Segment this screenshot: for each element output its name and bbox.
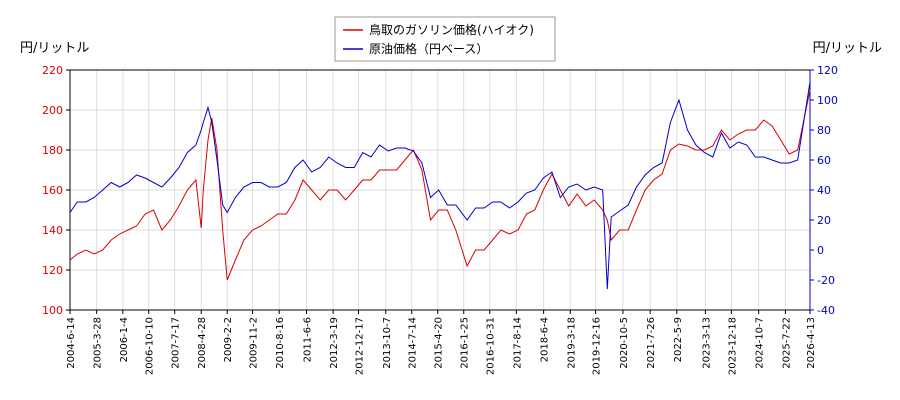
x-tick-label: 2006-10-10 bbox=[145, 317, 156, 375]
x-tick-label: 2012-12-17 bbox=[354, 317, 365, 375]
y2-tick-label: 100 bbox=[817, 94, 838, 107]
x-tick-label: 2023-12-18 bbox=[727, 317, 738, 375]
x-tick-label: 2018-6-4 bbox=[540, 317, 551, 362]
x-tick-label: 2010-8-16 bbox=[275, 317, 286, 369]
x-tick-label: 2022-5-9 bbox=[673, 317, 684, 362]
x-tick-label: 2012-3-19 bbox=[329, 317, 340, 369]
y-axis-label: 円/リットル bbox=[20, 41, 89, 56]
series-line bbox=[69, 89, 811, 281]
x-tick-label: 2004-6-14 bbox=[66, 317, 77, 369]
y2-tick-label: 40 bbox=[817, 184, 831, 197]
legend-box bbox=[334, 16, 556, 62]
y2-tick-label: 120 bbox=[817, 64, 838, 77]
y-tick-label: 100 bbox=[42, 304, 63, 317]
y-tick-label: 160 bbox=[42, 184, 63, 197]
x-tick-label: 2016-10-31 bbox=[486, 317, 497, 375]
series-line bbox=[69, 81, 811, 290]
x-tick-label: 2019-12-16 bbox=[592, 317, 603, 375]
legend-label: 原油価格（円ベース） bbox=[369, 41, 488, 56]
y2-tick-label: -40 bbox=[817, 304, 835, 317]
x-tick-label: 2006-1-4 bbox=[119, 317, 130, 362]
y2-tick-label: 20 bbox=[817, 214, 831, 227]
x-tick-label: 2021-7-26 bbox=[646, 317, 657, 369]
y2-tick-label: 60 bbox=[817, 154, 831, 167]
x-tick-label: 2005-3-28 bbox=[93, 317, 104, 369]
x-tick-label: 2009-2-2 bbox=[223, 317, 234, 362]
x-tick-label: 2016-1-25 bbox=[460, 317, 471, 369]
x-tick-label: 2017-8-14 bbox=[512, 317, 523, 369]
x-tick-label: 2014-7-14 bbox=[408, 317, 419, 369]
x-tick-label: 2025-7-22 bbox=[781, 317, 792, 369]
x-tick-label: 2007-7-17 bbox=[171, 317, 182, 369]
x-tick-label: 2023-3-13 bbox=[701, 317, 712, 369]
legend-label: 鳥取のガソリン価格(ハイオク) bbox=[369, 22, 534, 37]
x-tick-label: 2024-10-7 bbox=[755, 317, 766, 369]
y2-tick-label: 80 bbox=[817, 124, 831, 137]
y-tick-label: 140 bbox=[42, 224, 63, 237]
x-tick-label: 2013-10-7 bbox=[382, 317, 393, 369]
y2-axis-label: 円/リットル bbox=[813, 41, 882, 56]
x-tick-label: 2020-10-5 bbox=[619, 317, 630, 369]
x-tick-label: 2019-3-18 bbox=[566, 317, 577, 369]
y2-tick-label: 0 bbox=[817, 244, 824, 257]
x-tick-label: 2026-4-13 bbox=[806, 317, 817, 369]
y2-tick-label: -20 bbox=[817, 274, 835, 287]
y-tick-label: 200 bbox=[42, 104, 63, 117]
x-tick-label: 2008-4-28 bbox=[197, 317, 208, 369]
y-tick-label: 120 bbox=[42, 264, 63, 277]
x-tick-label: 2009-11-2 bbox=[249, 317, 260, 369]
x-tick-label: 2015-4-20 bbox=[434, 317, 445, 369]
x-tick-label: 2011-6-6 bbox=[302, 317, 313, 362]
y-tick-label: 220 bbox=[42, 64, 63, 77]
y-tick-label: 180 bbox=[42, 144, 63, 157]
